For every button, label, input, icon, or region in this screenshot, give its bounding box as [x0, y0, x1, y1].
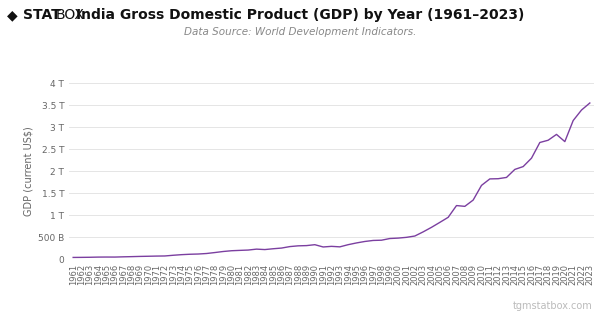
- Text: Data Source: World Development Indicators.: Data Source: World Development Indicator…: [184, 27, 416, 37]
- Text: tgmstatbox.com: tgmstatbox.com: [513, 301, 593, 311]
- Text: ◆: ◆: [7, 8, 18, 22]
- Y-axis label: GDP (current US$): GDP (current US$): [24, 126, 34, 216]
- Text: BOX: BOX: [56, 8, 85, 22]
- Text: India Gross Domestic Product (GDP) by Year (1961–2023): India Gross Domestic Product (GDP) by Ye…: [76, 8, 524, 22]
- Text: STAT: STAT: [23, 8, 61, 22]
